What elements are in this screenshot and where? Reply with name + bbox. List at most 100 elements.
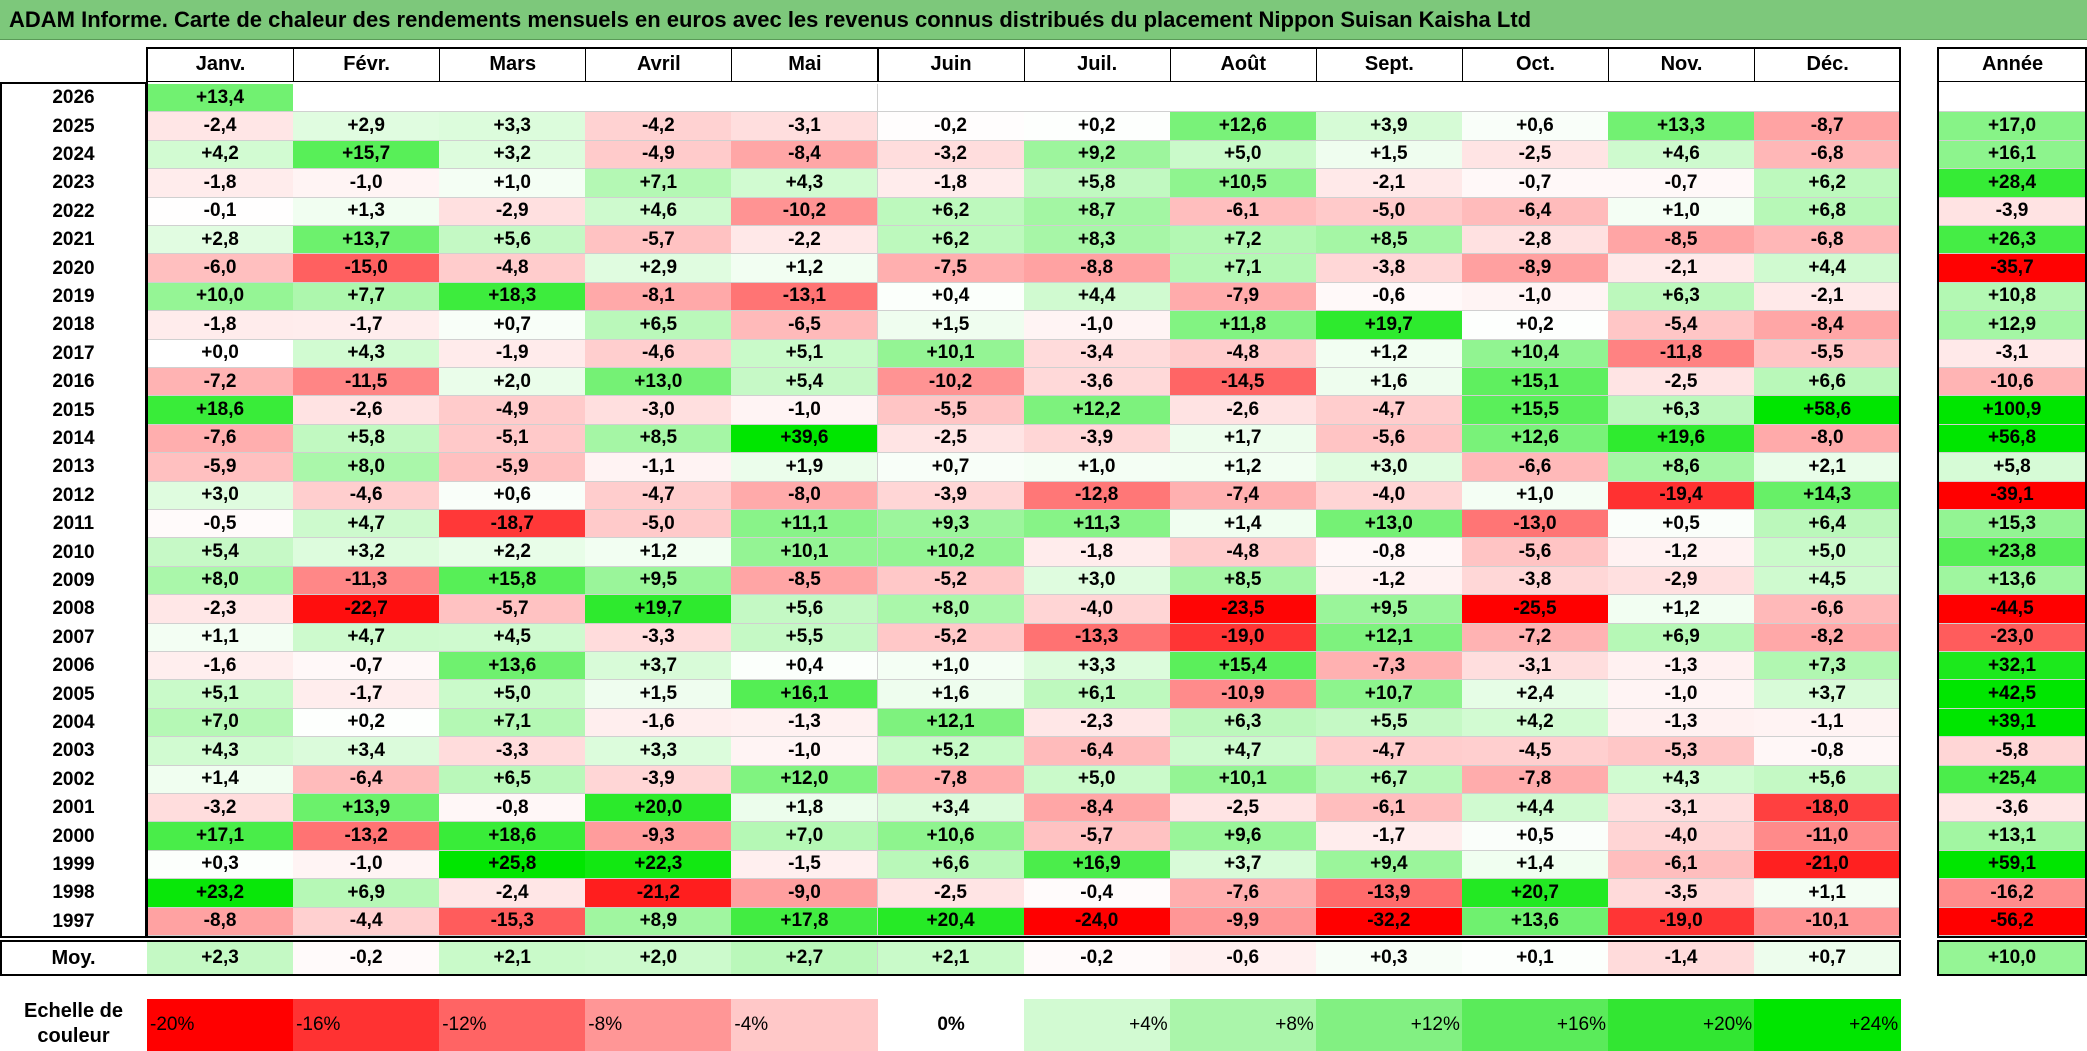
heatmap-cell: -4,2 [585, 112, 733, 141]
heatmap-cell: +6,2 [877, 226, 1025, 255]
year-label: 2001 [52, 797, 95, 819]
heatmap-cell: +20,7 [1461, 879, 1609, 908]
heatmap-cell: -1,0 [1461, 282, 1609, 312]
heatmap-cell: +4,3 [293, 339, 441, 368]
heatmap-cell: +0,6 [1461, 112, 1609, 141]
heatmap-cell: -6,6 [1461, 453, 1609, 482]
page-title: ADAM Informe. Carte de chaleur des rende… [9, 7, 1532, 32]
annual-cell: -23,0 [1938, 623, 2087, 652]
heatmap-cell: +1,5 [877, 311, 1025, 340]
heatmap-cell: -0,7 [293, 652, 441, 681]
heatmap-cell: -3,9 [877, 481, 1025, 510]
heatmap-cell: -2,1 [1608, 254, 1756, 283]
heatmap-cell: +8,0 [293, 453, 441, 482]
heatmap-cell: -4,8 [1169, 538, 1317, 567]
heatmap-cell: +6,3 [1169, 708, 1317, 738]
heatmap-cell: +10,1 [877, 339, 1025, 368]
heatmap-cell: -7,8 [877, 765, 1025, 794]
month-header: Févr. [293, 47, 441, 82]
month-header: Déc. [1754, 47, 1902, 82]
heatmap-cell: +5,5 [1315, 708, 1463, 738]
heatmap-cell: -1,2 [1608, 538, 1756, 567]
heatmap-cell: -1,8 [1023, 538, 1171, 567]
annual-cell: +32,1 [1938, 652, 2087, 681]
heatmap-cell: +1,7 [1169, 424, 1317, 454]
heatmap-cell: -13,9 [1315, 879, 1463, 908]
heatmap-cell: +9,4 [1315, 850, 1463, 880]
heatmap-cell: -7,8 [1461, 765, 1609, 794]
year-label: 2019 [52, 285, 95, 307]
heatmap-cell: +5,6 [1754, 765, 1902, 794]
heatmap-cell: +2,0 [439, 368, 587, 397]
heatmap-cell: +4,6 [585, 197, 733, 226]
heatmap-cell: -10,9 [1169, 680, 1317, 709]
heatmap-cell: +5,0 [1169, 140, 1317, 170]
heatmap-cell: -1,0 [731, 737, 879, 766]
heatmap-cell: -2,4 [439, 879, 587, 908]
heatmap-cell: +4,3 [1608, 765, 1756, 794]
heatmap-cell: +1,1 [1754, 879, 1902, 908]
heatmap-cell: +3,3 [439, 112, 587, 141]
heatmap-cell: -11,3 [293, 566, 441, 596]
heatmap-cell: -4,7 [1315, 737, 1463, 766]
heatmap-cell: -1,2 [1315, 566, 1463, 596]
heatmap-cell: -19,4 [1608, 481, 1756, 510]
average-cell: +0,7 [1754, 941, 1902, 975]
heatmap-cell: -1,5 [731, 850, 879, 880]
heatmap-cell: -10,1 [1754, 907, 1902, 936]
year-label: 2023 [52, 172, 95, 194]
heatmap-cell: -13,1 [731, 282, 879, 312]
heatmap-cell: +13,0 [1315, 510, 1463, 539]
heatmap-cell: -4,7 [1315, 396, 1463, 425]
annual-cell: -3,1 [1938, 339, 2087, 368]
heatmap-cell: -1,1 [585, 453, 733, 482]
heatmap-cell: +7,1 [1169, 254, 1317, 283]
heatmap-cell: -18,0 [1754, 794, 1902, 823]
heatmap-cell: +0,5 [1461, 822, 1609, 851]
heatmap-cell: +13,4 [147, 84, 295, 113]
heatmap-cell: -4,9 [439, 396, 587, 425]
heatmap-cell: +7,1 [585, 169, 733, 198]
heatmap-cell [1023, 84, 1171, 113]
heatmap-cell: -3,8 [1315, 254, 1463, 283]
heatmap-cell: -2,5 [877, 879, 1025, 908]
heatmap-cell: -8,7 [1754, 112, 1902, 141]
heatmap-cell: +1,0 [1023, 453, 1171, 482]
annual-cell: +10,8 [1938, 282, 2087, 312]
heatmap-cell: +2,9 [585, 254, 733, 283]
heatmap-cell: +7,1 [439, 708, 587, 738]
heatmap-cell [731, 84, 879, 113]
heatmap-cell: +20,0 [585, 794, 733, 823]
heatmap-cell: -4,0 [1023, 595, 1171, 624]
heatmap-cell: +6,9 [293, 879, 441, 908]
heatmap-cell: +10,1 [731, 538, 879, 567]
heatmap-cell: +19,6 [1608, 424, 1756, 454]
heatmap-cell: -0,7 [1608, 169, 1756, 198]
heatmap-cell: -4,5 [1461, 737, 1609, 766]
heatmap-cell: -3,1 [1461, 652, 1609, 681]
heatmap-cell [1169, 84, 1317, 113]
heatmap-cell: +10,7 [1315, 680, 1463, 709]
heatmap-cell: -3,1 [1608, 794, 1756, 823]
heatmap-cell: +2,8 [147, 226, 295, 255]
year-label: 2002 [52, 768, 95, 790]
heatmap-cell: +1,5 [1315, 140, 1463, 170]
heatmap-cell: +7,3 [1754, 652, 1902, 681]
year-label: 2006 [52, 655, 95, 677]
heatmap-cell: +12,0 [731, 765, 879, 794]
heatmap-cell: -0,8 [1315, 538, 1463, 567]
heatmap-cell: +10,2 [877, 538, 1025, 567]
heatmap-cell: +6,2 [877, 197, 1025, 226]
heatmap-cell: -4,8 [1169, 339, 1317, 368]
heatmap-cell: -21,2 [585, 879, 733, 908]
heatmap-cell: -3,3 [439, 737, 587, 766]
heatmap-cell: +1,2 [1315, 339, 1463, 368]
heatmap-cell: +9,3 [877, 510, 1025, 539]
heatmap-cell: -6,4 [1461, 197, 1609, 226]
heatmap-cell: +7,0 [147, 708, 295, 738]
heatmap-cell: -0,2 [877, 112, 1025, 141]
heatmap-cell: +3,0 [1315, 453, 1463, 482]
heatmap-cell: +0,5 [1608, 510, 1756, 539]
heatmap-cell: +5,1 [147, 680, 295, 709]
heatmap-cell: -8,4 [1023, 794, 1171, 823]
